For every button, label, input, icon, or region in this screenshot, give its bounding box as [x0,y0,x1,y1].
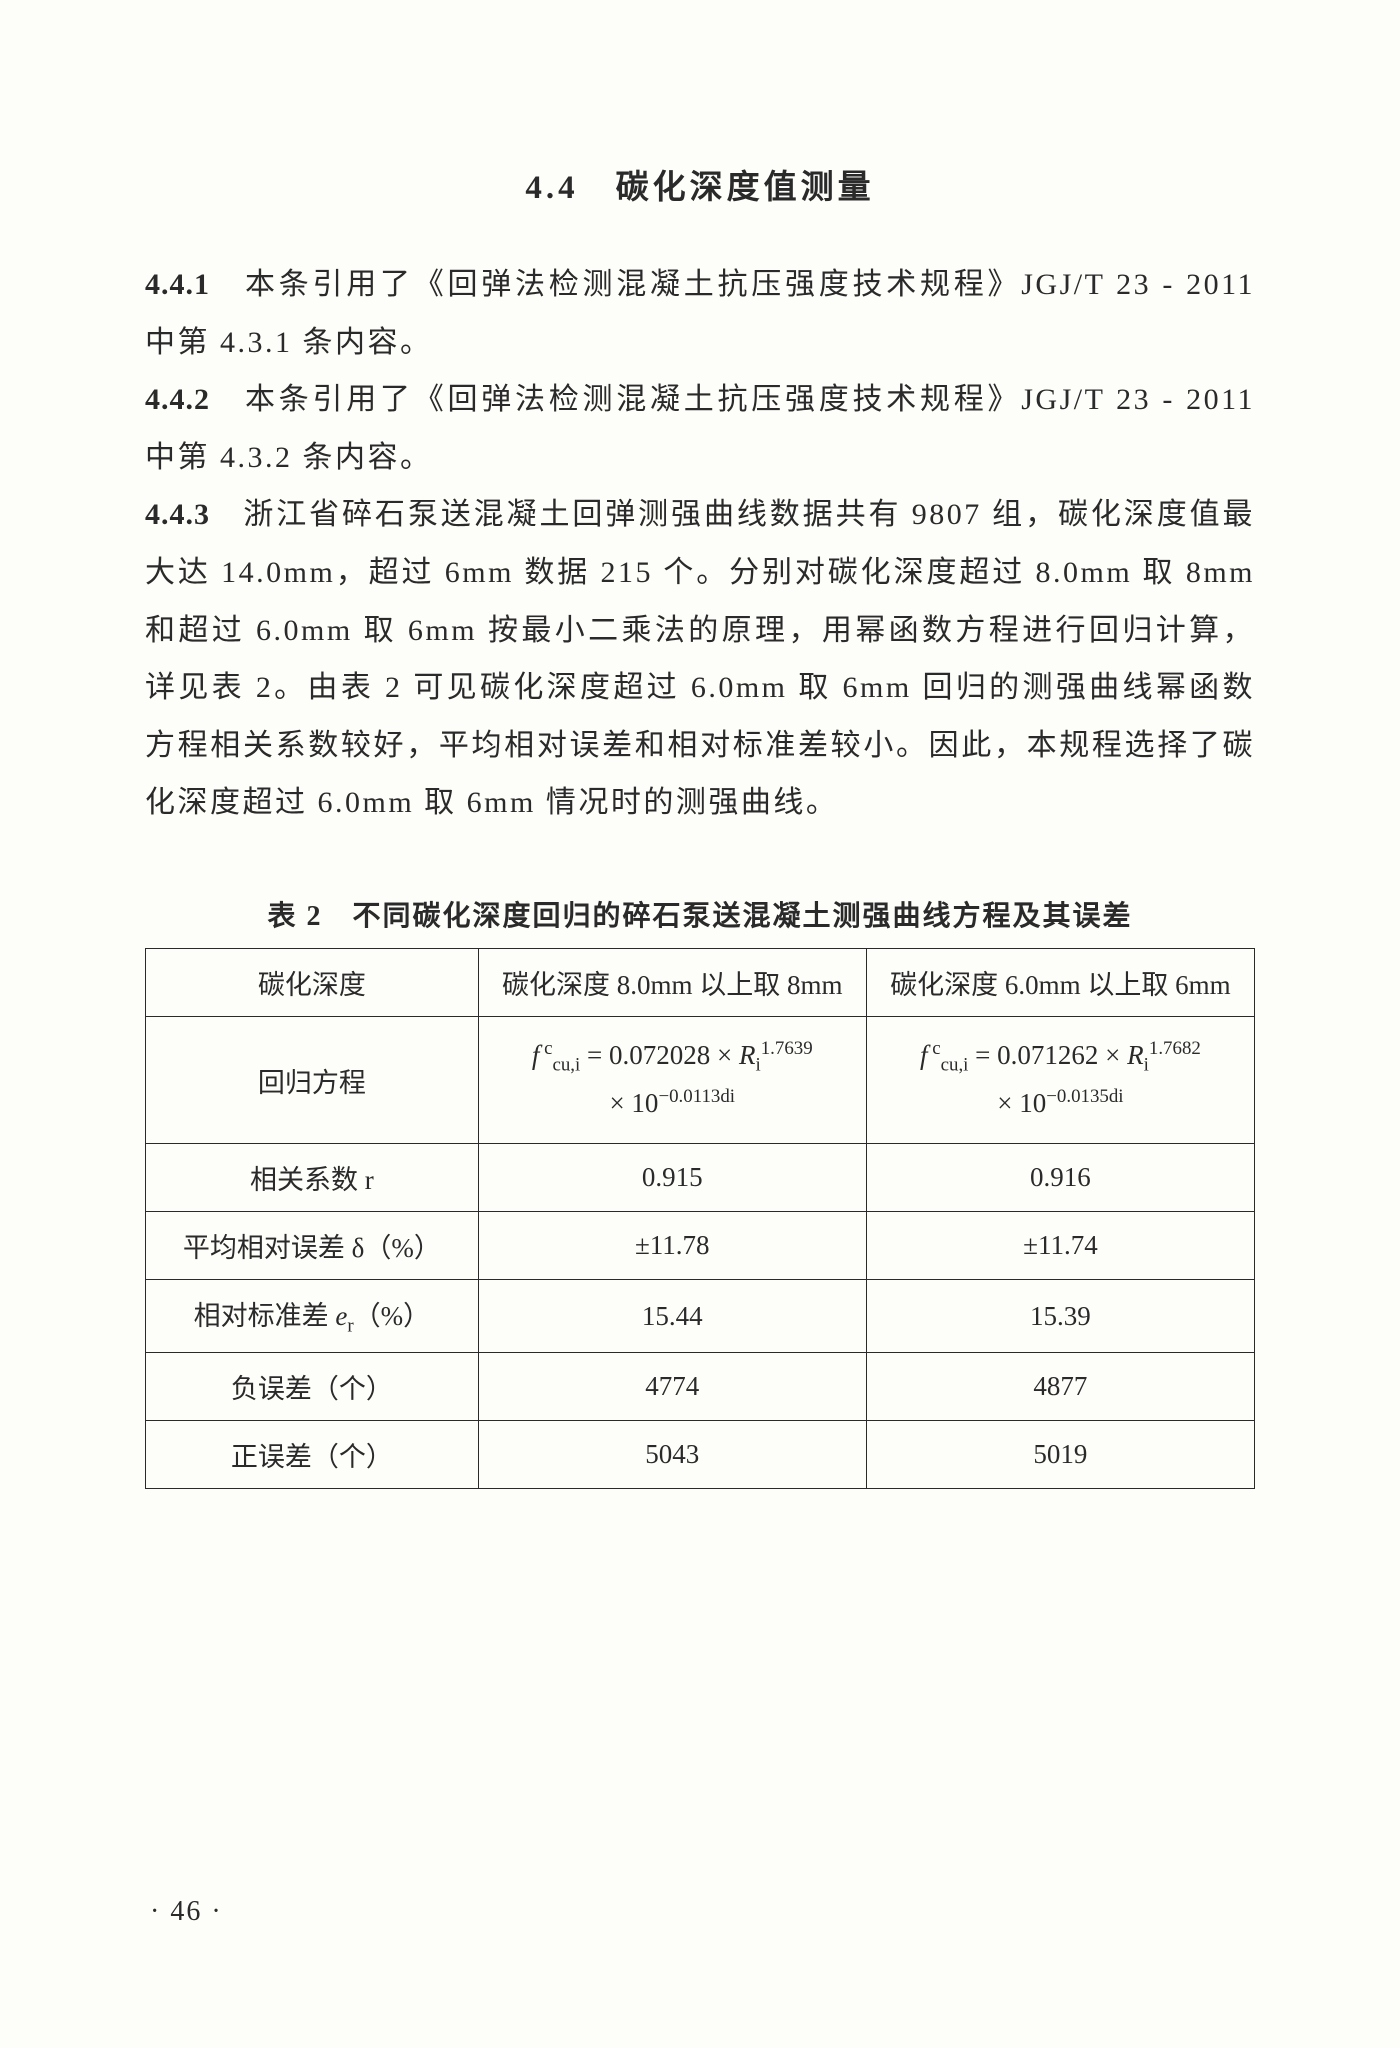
clause-442: 4.4.2 本条引用了《回弹法检测混凝土抗压强度技术规程》JGJ/T 23 - … [145,371,1255,486]
cell: 0.916 [866,1144,1254,1212]
cell: ±11.78 [478,1212,866,1280]
col-header: 碳化深度 6.0mm 以上取 6mm [866,948,1254,1016]
page: 4.4 碳化深度值测量 4.4.1 本条引用了《回弹法检测混凝土抗压强度技术规程… [0,0,1400,2048]
clause-text: 本条引用了《回弹法检测混凝土抗压强度技术规程》JGJ/T 23 - 2011 中… [145,268,1255,359]
data-table: 碳化深度 碳化深度 8.0mm 以上取 8mm 碳化深度 6.0mm 以上取 6… [145,948,1255,1489]
row-label: 平均相对误差 δ（%） [146,1212,479,1280]
row-label: 相对标准差 er（%） [146,1280,479,1352]
table-row: 相关系数 r0.9150.916 [146,1144,1255,1212]
table-row: 回归方程f ccu,i = 0.072028 × Ri1.7639× 10−0.… [146,1016,1255,1143]
row-label: 相关系数 r [146,1144,479,1212]
table-caption: 表 2 不同碳化深度回归的碎石泵送混凝土测强曲线方程及其误差 [145,894,1255,934]
cell: ±11.74 [866,1212,1254,1280]
row-label: 回归方程 [146,1016,479,1143]
table-row: 正误差（个）50435019 [146,1420,1255,1488]
cell: f ccu,i = 0.071262 × Ri1.7682× 10−0.0135… [866,1016,1254,1143]
table-row: 平均相对误差 δ（%）±11.78±11.74 [146,1212,1255,1280]
table-row: 相对标准差 er（%）15.4415.39 [146,1280,1255,1352]
cell: 15.44 [478,1280,866,1352]
cell: 5019 [866,1420,1254,1488]
cell: f ccu,i = 0.072028 × Ri1.7639× 10−0.0113… [478,1016,866,1143]
section-number: 4.4 [525,170,578,206]
table-header-row: 碳化深度 碳化深度 8.0mm 以上取 8mm 碳化深度 6.0mm 以上取 6… [146,948,1255,1016]
table-row: 负误差（个）47744877 [146,1352,1255,1420]
col-header: 碳化深度 8.0mm 以上取 8mm [478,948,866,1016]
cell: 5043 [478,1420,866,1488]
section-title-text: 碳化深度值测量 [616,170,875,206]
cell: 0.915 [478,1144,866,1212]
section-title: 4.4 碳化深度值测量 [145,160,1255,208]
cell: 4877 [866,1352,1254,1420]
clause-number: 4.4.2 [145,383,210,416]
clause-number: 4.4.1 [145,268,210,301]
row-label: 负误差（个） [146,1352,479,1420]
clause-number: 4.4.3 [145,498,210,531]
clause-443: 4.4.3 浙江省碎石泵送混凝土回弹测强曲线数据共有 9807 组，碳化深度值最… [145,486,1255,832]
clause-text: 浙江省碎石泵送混凝土回弹测强曲线数据共有 9807 组，碳化深度值最大达 14.… [145,498,1255,819]
page-number: · 46 · [150,1896,223,1928]
clause-text: 本条引用了《回弹法检测混凝土抗压强度技术规程》JGJ/T 23 - 2011 中… [145,383,1255,474]
row-label: 正误差（个） [146,1420,479,1488]
table-body: 回归方程f ccu,i = 0.072028 × Ri1.7639× 10−0.… [146,1016,1255,1488]
clause-441: 4.4.1 本条引用了《回弹法检测混凝土抗压强度技术规程》JGJ/T 23 - … [145,256,1255,371]
cell: 15.39 [866,1280,1254,1352]
col-header: 碳化深度 [146,948,479,1016]
cell: 4774 [478,1352,866,1420]
